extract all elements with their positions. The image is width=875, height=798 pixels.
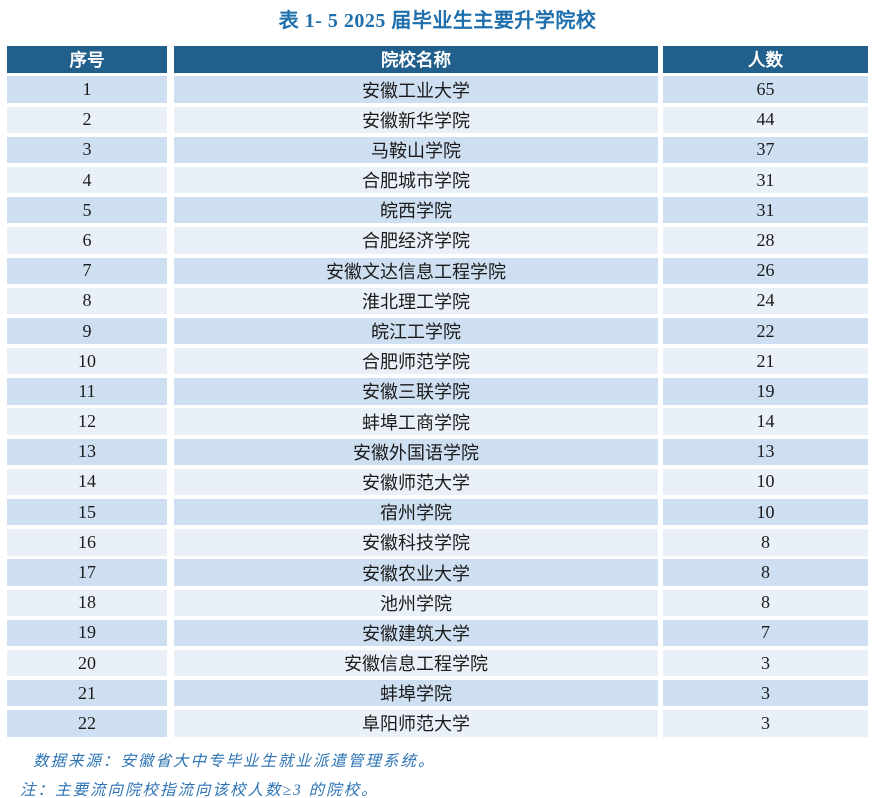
cell-count: 22 (663, 317, 868, 345)
table-row: 17 安徽农业大学 8 (7, 559, 868, 586)
table-row: 5 皖西学院 31 (7, 197, 868, 224)
cell-count: 3 (663, 649, 868, 677)
cell-count: 7 (663, 619, 868, 647)
table-row: 6 合肥经济学院 28 (7, 227, 868, 254)
table-row: 16 安徽科技学院 8 (7, 529, 868, 556)
cell-count: 8 (663, 529, 868, 556)
table-row: 7 安徽文达信息工程学院 26 (7, 257, 868, 284)
column-header-serial: 序号 (7, 46, 167, 73)
cell-school: 安徽师范大学 (174, 468, 658, 496)
cell-count: 3 (663, 680, 868, 707)
table-row: 1 安徽工业大学 65 (7, 76, 868, 103)
cell-school: 蚌埠学院 (174, 680, 658, 707)
cell-school: 宿州学院 (174, 499, 658, 526)
cell-serial: 2 (7, 106, 167, 133)
cell-serial: 15 (7, 499, 167, 526)
cell-count: 28 (663, 227, 868, 254)
cell-school: 安徽文达信息工程学院 (174, 257, 658, 284)
table-row: 10 合肥师范学院 21 (7, 348, 868, 375)
definition-note: 注：主要流向院校指流向该校人数≥3 的院校。 (20, 781, 379, 798)
cell-count: 24 (663, 287, 868, 314)
cell-serial: 1 (7, 76, 167, 103)
table-row: 22 阜阳师范大学 3 (7, 710, 868, 737)
cell-serial: 17 (7, 559, 167, 586)
table-row: 9 皖江工学院 22 (7, 317, 868, 345)
cell-count: 10 (663, 499, 868, 526)
cell-count: 44 (663, 106, 868, 133)
table-row: 3 马鞍山学院 37 (7, 136, 868, 164)
cell-serial: 10 (7, 348, 167, 375)
cell-serial: 13 (7, 438, 167, 465)
table-row: 13 安徽外国语学院 13 (7, 438, 868, 465)
cell-serial: 3 (7, 136, 167, 164)
table-row: 11 安徽三联学院 19 (7, 378, 868, 405)
cell-count: 13 (663, 438, 868, 465)
table-row: 20 安徽信息工程学院 3 (7, 649, 868, 677)
cell-serial: 21 (7, 680, 167, 707)
cell-school: 池州学院 (174, 589, 658, 616)
cell-serial: 7 (7, 257, 167, 284)
cell-school: 合肥城市学院 (174, 166, 658, 194)
cell-school: 安徽建筑大学 (174, 619, 658, 647)
table-row: 12 蚌埠工商学院 14 (7, 408, 868, 435)
cell-school: 阜阳师范大学 (174, 710, 658, 737)
cell-serial: 20 (7, 649, 167, 677)
cell-serial: 9 (7, 317, 167, 345)
cell-school: 合肥经济学院 (174, 227, 658, 254)
data-source-note: 数据来源：安徽省大中专毕业生就业派遣管理系统。 (33, 752, 436, 770)
column-header-count: 人数 (663, 46, 868, 73)
cell-school: 马鞍山学院 (174, 136, 658, 164)
cell-serial: 19 (7, 619, 167, 647)
table-header-row: 序号 院校名称 人数 (7, 46, 868, 73)
cell-count: 31 (663, 166, 868, 194)
table-row: 21 蚌埠学院 3 (7, 680, 868, 707)
cell-serial: 22 (7, 710, 167, 737)
table-row: 15 宿州学院 10 (7, 499, 868, 526)
cell-count: 31 (663, 197, 868, 224)
table-title: 表 1- 5 2025 届毕业生主要升学院校 (278, 10, 597, 32)
cell-school: 安徽工业大学 (174, 76, 658, 103)
cell-school: 安徽外国语学院 (174, 438, 658, 465)
cell-school: 蚌埠工商学院 (174, 408, 658, 435)
cell-count: 19 (663, 378, 868, 405)
cell-count: 10 (663, 468, 868, 496)
table-footnotes: 数据来源：安徽省大中专毕业生就业派遣管理系统。 注：主要流向院校指流向该校人数≥… (0, 753, 875, 798)
cell-count: 26 (663, 257, 868, 284)
cell-school: 皖西学院 (174, 197, 658, 224)
cell-school: 安徽三联学院 (174, 378, 658, 405)
cell-school: 安徽信息工程学院 (174, 649, 658, 677)
cell-school: 合肥师范学院 (174, 348, 658, 375)
cell-serial: 11 (7, 378, 167, 405)
cell-serial: 18 (7, 589, 167, 616)
cell-count: 8 (663, 559, 868, 586)
cell-school: 安徽新华学院 (174, 106, 658, 133)
column-header-school: 院校名称 (174, 46, 658, 73)
cell-count: 65 (663, 76, 868, 103)
table-row: 4 合肥城市学院 31 (7, 166, 868, 194)
graduates-destination-table: 序号 院校名称 人数 1 安徽工业大学 65 2 安徽新华学院 44 3 马鞍山… (7, 46, 868, 737)
cell-serial: 14 (7, 468, 167, 496)
cell-serial: 12 (7, 408, 167, 435)
cell-school: 安徽农业大学 (174, 559, 658, 586)
cell-count: 21 (663, 348, 868, 375)
cell-serial: 6 (7, 227, 167, 254)
table-row: 14 安徽师范大学 10 (7, 468, 868, 496)
cell-serial: 16 (7, 529, 167, 556)
table-row: 2 安徽新华学院 44 (7, 106, 868, 133)
table-row: 18 池州学院 8 (7, 589, 868, 616)
cell-count: 37 (663, 136, 868, 164)
cell-serial: 4 (7, 166, 167, 194)
table-row: 19 安徽建筑大学 7 (7, 619, 868, 647)
table-row: 8 淮北理工学院 24 (7, 287, 868, 314)
cell-count: 3 (663, 710, 868, 737)
cell-school: 淮北理工学院 (174, 287, 658, 314)
cell-school: 皖江工学院 (174, 317, 658, 345)
cell-serial: 8 (7, 287, 167, 314)
cell-count: 14 (663, 408, 868, 435)
cell-school: 安徽科技学院 (174, 529, 658, 556)
cell-serial: 5 (7, 197, 167, 224)
cell-count: 8 (663, 589, 868, 616)
